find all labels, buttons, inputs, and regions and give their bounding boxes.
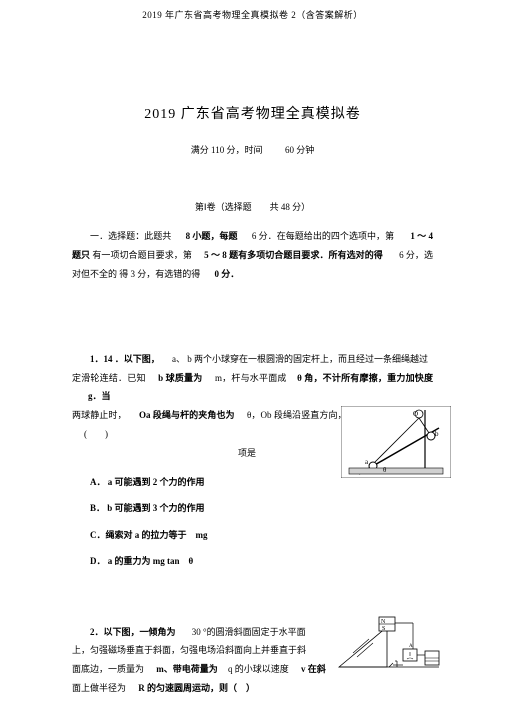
- q1-p2d: θ 角，不计所有摩擦，重力加快度: [297, 373, 433, 383]
- svg-text:N: N: [381, 619, 386, 625]
- q2-p3b: m、带电荷量为: [156, 664, 218, 674]
- q2-p4a: 面上做半径为: [72, 683, 126, 693]
- q1-p2e: g．当: [88, 391, 111, 401]
- q1-p1a: 1．14 ．以下图，: [90, 354, 160, 364]
- instr-3a: 得 3 分，有选错的得: [119, 269, 200, 279]
- q1-p3a: 两球静止时，: [72, 410, 127, 420]
- question-2-wrap: N S A 2．以下图，一倾角为 30 °的圆滑斜面固定于水平面: [72, 623, 433, 699]
- q2-p1b: 30 °的圆滑斜面固定于水平面: [192, 627, 306, 637]
- q2-p3d: v 在斜: [301, 664, 326, 674]
- subtitle-marks: 满分 110 分，时间: [191, 145, 263, 155]
- q1-figure: a b O θ: [341, 406, 451, 478]
- q1-option-c: C．绳索对 a 的拉力等于 mg: [72, 528, 433, 542]
- subtitle-time: 60 分钟: [285, 145, 314, 155]
- q1-p1b: a、 b 两个小球穿在一根圆滑的固定杆上，而且经过一条细绳越过: [172, 354, 428, 364]
- q1-options: A． a 可能遇到 2 个力的作用 B． b 可能遇到 3 个力的作用 C．绳索…: [72, 475, 433, 569]
- svg-text:O: O: [413, 410, 418, 418]
- q1-p3b: Oa 段绳与杆的夹角也为: [139, 410, 235, 420]
- page-header: 2019 年广东省高考物理全真模拟卷 2（含答案解析）: [72, 0, 433, 21]
- q1-p2a: 定滑轮连结．已知: [72, 373, 146, 383]
- question-2: 2．以下图，一倾角为 30 °的圆滑斜面固定于水平面 上，匀强磁场垂直于斜面，匀…: [72, 623, 332, 699]
- svg-text:S: S: [382, 626, 385, 632]
- instr-1c: 6 分．在每题给出的四个选项中，第: [252, 231, 394, 241]
- svg-text:b: b: [435, 430, 439, 438]
- subtitle: 满分 110 分，时间 60 分钟: [72, 143, 433, 156]
- q1-p2b: b 球质量为: [158, 373, 202, 383]
- instr-2a: 有一项切合题目要求，第: [92, 250, 191, 260]
- question-1: 1．14 ．以下图， a、 b 两个小球穿在一根圆滑的固定杆上，而且经过一条细绳…: [72, 350, 433, 463]
- q2-figure: N S A: [335, 613, 443, 699]
- instr-1b: 8 小题，每题: [186, 231, 238, 241]
- q1-p3d: ( ): [84, 429, 108, 439]
- q2-p3c: q 的小球以速度: [228, 664, 289, 674]
- q2-p2a: 上，匀强磁场垂直于斜面，匀强电场沿斜面向上并垂直于斜: [72, 645, 306, 655]
- q1-option-b: B． b 可能遇到 3 个力的作用: [72, 501, 433, 515]
- instr-1a: 一．选择题：此题共: [90, 231, 171, 241]
- q1-p4: 项是: [238, 448, 256, 458]
- q2-p1a: 2．以下图，一倾角为: [90, 627, 176, 637]
- instr-3b: 0 分．: [215, 269, 240, 279]
- q1-p2c: m，杆与水平面成: [215, 373, 287, 383]
- section-1-heading: 第Ⅰ卷（选择题 共 48 分）: [72, 200, 433, 213]
- q2-p4b: R 的匀速圆周运动，则（ ）: [138, 683, 255, 693]
- main-title: 2019 广东省高考物理全真模拟卷: [72, 103, 433, 123]
- q2-p3a: 面底边，一质量为: [72, 664, 144, 674]
- q1-option-d: D． a 的重力为 mg tan θ: [72, 554, 433, 568]
- svg-text:A: A: [409, 644, 413, 649]
- instructions: 一．选择题：此题共 8 小题，每题 6 分．在每题给出的四个选项中，第 1 ～ …: [72, 227, 433, 284]
- instr-2b: 5 ～ 8 题有多项切合题目要求．所有选对的得: [204, 250, 383, 260]
